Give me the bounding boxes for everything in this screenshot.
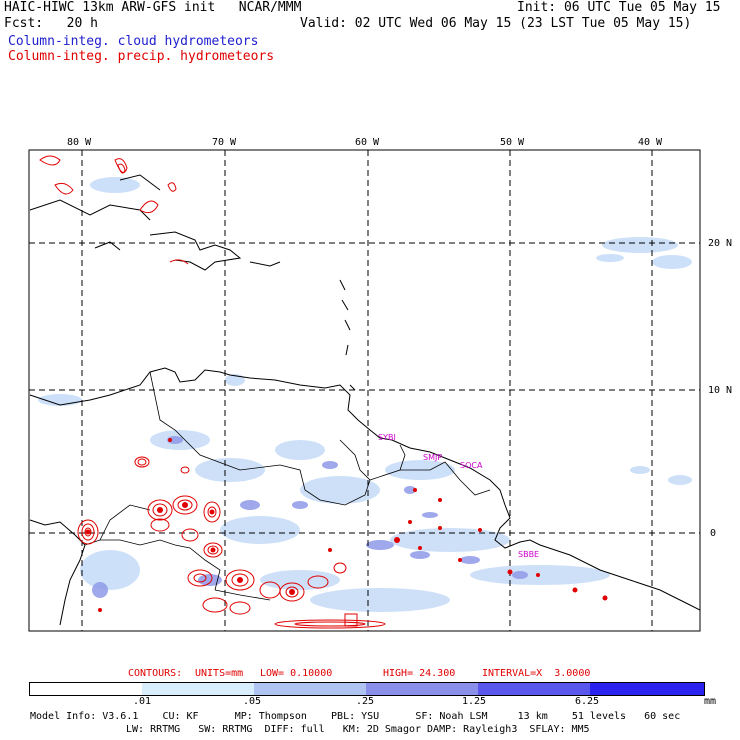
lat-label-20n: 20 N: [708, 238, 733, 249]
colorbar-segment-5: [590, 683, 704, 695]
station-soca: SOCA: [460, 461, 483, 470]
contours-high: HIGH= 24.300: [383, 668, 456, 679]
station-sbbe: SBBE: [518, 550, 539, 559]
contours-interval: INTERVAL=X 3.0000: [482, 668, 591, 679]
valid-time: Valid: 02 UTC Wed 06 May 15 (23 LST Tue …: [300, 16, 692, 31]
colorbar-tick-05: .05: [243, 696, 262, 707]
cloud-shading-moderate: [92, 436, 528, 598]
station-markers: SYBI SMJP SOCA SBBE: [378, 433, 539, 559]
colorbar-tick-625: 6.25: [575, 696, 600, 707]
init-time: Init: 06 UTC Tue 05 May 15: [517, 0, 721, 15]
lat-label-10n: 10 N: [708, 385, 733, 396]
station-smjp: SMJP: [423, 453, 442, 462]
forecast-hour: Fcst: 20 h: [4, 16, 98, 31]
cloud-shading: [38, 177, 692, 612]
colorbar: [29, 682, 705, 696]
colorbar-segment-0: [30, 683, 142, 695]
colorbar-units: mm: [704, 696, 717, 707]
contours-units: UNITS=mm: [195, 668, 244, 679]
field-cloud-label: Column-integ. cloud hydrometeors: [8, 34, 259, 49]
precip-contours: [39, 155, 386, 629]
colorbar-segment-3: [366, 683, 478, 695]
colorbar-tick-125: 1.25: [462, 696, 487, 707]
field-precip-label: Column-integ. precip. hydrometeors: [8, 49, 275, 64]
lon-label-40w: 40 W: [638, 137, 663, 148]
map-frame: [28, 149, 701, 632]
lon-label-80w: 80 W: [67, 137, 92, 148]
model-info-line1: Model Info: V3.6.1 CU: KF MP: Thompson P…: [30, 711, 681, 722]
colorbar-tick-01: .01: [133, 696, 152, 707]
lon-label-50w: 50 W: [500, 137, 525, 148]
precip-cores: [85, 438, 608, 612]
station-sybi: SYBI: [378, 433, 396, 442]
colorbar-tick-25: .25: [356, 696, 375, 707]
country-borders: [84, 371, 491, 601]
coastlines: [29, 174, 700, 626]
colorbar-segment-1: [142, 683, 254, 695]
colorbar-segment-2: [254, 683, 366, 695]
lon-label-70w: 70 W: [212, 137, 237, 148]
contours-label: CONTOURS:: [128, 668, 183, 679]
lat-lon-grid: [29, 150, 700, 631]
lon-label-60w: 60 W: [355, 137, 380, 148]
model-info-line2: LW: RRTMG SW: RRTMG DIFF: full KM: 2D Sm…: [126, 724, 590, 735]
lat-label-0: 0: [710, 528, 717, 539]
model-title: HAIC-HIWC 13km ARW-GFS init NCAR/MMM: [4, 0, 302, 15]
colorbar-segment-4: [478, 683, 590, 695]
contours-low: LOW= 0.10000: [260, 668, 333, 679]
